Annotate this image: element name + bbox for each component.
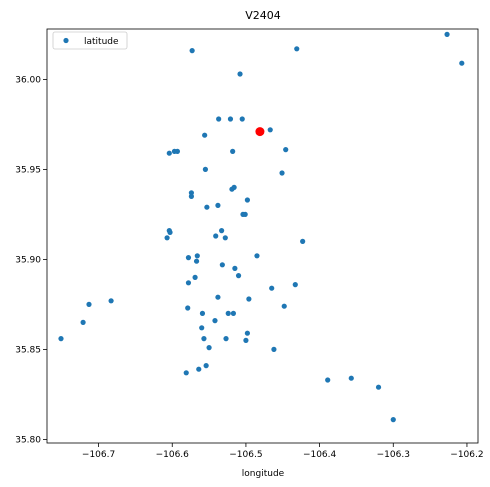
data-point (267, 127, 273, 133)
data-point (222, 235, 228, 241)
data-point (271, 346, 277, 352)
plot-area (46, 28, 479, 444)
data-point (325, 377, 331, 383)
x-tick-label: −106.7 (82, 450, 115, 460)
data-point (188, 190, 195, 196)
data-point (246, 296, 252, 302)
data-point (223, 336, 229, 342)
data-point (212, 318, 218, 324)
data-point (244, 330, 250, 336)
data-point (348, 375, 354, 381)
data-point (185, 280, 192, 286)
data-point (459, 60, 465, 66)
legend: latitude (52, 31, 128, 50)
x-tick-label: −106.5 (229, 450, 262, 460)
data-point (58, 336, 64, 342)
highlight-point (255, 127, 265, 137)
data-point (243, 337, 249, 343)
data-point (199, 310, 206, 316)
data-point (219, 228, 225, 234)
data-point (166, 150, 172, 156)
data-point (174, 148, 181, 154)
data-point (204, 204, 210, 210)
data-point (202, 166, 209, 172)
y-tick-label: 35.85 (15, 345, 41, 355)
data-point (201, 336, 207, 342)
data-point (231, 184, 237, 190)
data-point (292, 282, 298, 288)
data-point (194, 253, 200, 259)
legend-label: latitude (84, 37, 119, 47)
data-point (199, 325, 205, 331)
y-tick-label: 35.90 (15, 255, 41, 265)
data-point (390, 417, 396, 423)
data-point (279, 170, 285, 176)
data-point (235, 273, 242, 279)
chart-title: V2404 (245, 9, 281, 22)
x-axis-label: longitude (242, 469, 285, 479)
data-point (213, 233, 219, 239)
data-point (86, 301, 92, 307)
x-tick-label: −106.2 (450, 450, 483, 460)
data-point (232, 265, 238, 271)
data-point (294, 46, 300, 52)
legend-marker (63, 37, 69, 44)
data-point (193, 258, 200, 264)
data-point (269, 285, 275, 291)
y-tick-label: 36.00 (15, 75, 41, 85)
data-point (283, 147, 289, 153)
data-point (167, 229, 173, 235)
data-point (254, 253, 260, 259)
data-point (225, 310, 231, 316)
data-point (215, 202, 221, 208)
data-point (300, 238, 306, 244)
data-point (230, 310, 236, 316)
data-point (216, 116, 222, 122)
y-tick-label: 35.95 (15, 165, 41, 175)
data-point (237, 71, 243, 77)
x-axis: −106.7 −106.6 −106.5 −106.4 −106.3 −106.2 (82, 443, 484, 460)
data-point (192, 274, 198, 280)
data-point (203, 363, 209, 369)
data-point (80, 319, 86, 325)
x-tick-label: −106.4 (303, 450, 337, 460)
data-point (164, 235, 170, 241)
data-point (219, 262, 225, 268)
data-points (58, 31, 465, 423)
x-tick-label: −106.3 (377, 450, 410, 460)
data-point (215, 294, 221, 300)
legend-box (52, 31, 128, 50)
data-point (185, 305, 191, 311)
data-point (188, 193, 195, 199)
data-point (239, 116, 245, 122)
data-point (185, 255, 192, 261)
y-axis: 35.80 35.85 35.90 35.95 36.00 (15, 75, 47, 445)
data-point (375, 384, 382, 390)
data-point (189, 48, 195, 54)
data-point (206, 345, 212, 351)
data-point (227, 116, 234, 122)
data-point (183, 370, 189, 376)
data-point (244, 197, 250, 203)
data-point (281, 303, 287, 309)
data-point (196, 366, 202, 372)
data-point (242, 211, 248, 217)
data-point (230, 148, 236, 154)
data-point (108, 298, 114, 304)
data-point (444, 31, 450, 37)
data-point (202, 132, 208, 138)
y-tick-label: 35.80 (15, 435, 41, 445)
x-tick-label: −106.6 (156, 450, 190, 460)
